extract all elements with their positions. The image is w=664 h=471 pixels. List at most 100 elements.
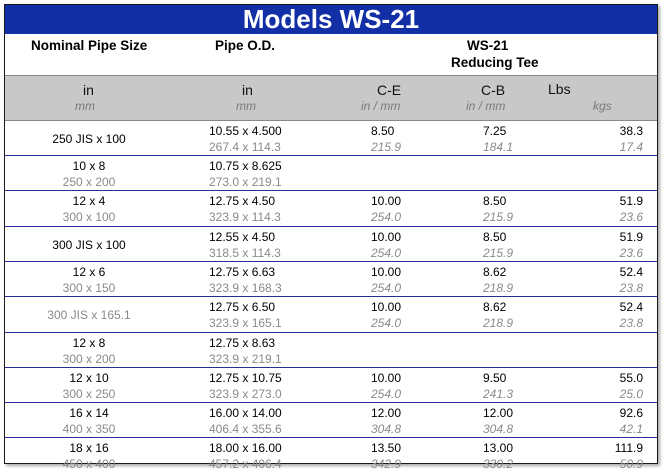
cell-cb-in: 9.50	[483, 371, 507, 385]
cell-kgs: 42.1	[619, 422, 643, 436]
table-row: 250 JIS x 100 10.55 x 4.500 267.4 x 114.3 8…	[5, 121, 657, 156]
cell-od-mm: 273.0 x 219.1	[209, 175, 282, 189]
cell-size-in: 10 x 8	[72, 159, 106, 173]
cell-kgs: 23.6	[619, 246, 643, 260]
unit-ce: C-E	[377, 82, 402, 98]
cell-cb-in: 8.50	[483, 194, 507, 208]
cell-size-mm: 250 x 200	[62, 175, 116, 189]
cell-od-in: 12.75 x 6.50	[209, 300, 276, 314]
cell-od-in: 12.55 x 4.50	[209, 230, 276, 244]
table-row: 300 JIS x 100 12.55 x 4.50 318.5 x 114.3 10…	[5, 227, 657, 262]
specification-table: Models WS-21 Nominal Pipe Size Pipe O.D.…	[4, 4, 658, 471]
cell-size-in: 300 JIS x 100	[52, 238, 126, 252]
cell-size-mm: 300 x 200	[62, 352, 116, 366]
cell-cb-in: 8.50	[483, 230, 507, 244]
header-pipe-od: Pipe O.D.	[215, 38, 276, 53]
cell-ce-in: 10.00	[371, 371, 402, 385]
cell-size-in: 12 x 4	[72, 194, 106, 208]
unit-od-mm: mm	[236, 99, 256, 113]
cell-kgs: 17.4	[619, 140, 643, 154]
cell-size-mm: 300 JIS x 165.1	[47, 308, 131, 322]
cell-od-mm: 323.9 x 114.3	[209, 210, 281, 224]
cell-kgs: 23.8	[619, 281, 643, 295]
cell-size-mm: 450 x 400	[62, 457, 116, 471]
cell-cb-in: 8.62	[483, 265, 507, 279]
table-row: 300 JIS x 165.1 12.75 x 6.50 323.9 x 165.1…	[5, 297, 657, 333]
cell-cb-in: 13.00	[483, 441, 514, 455]
cell-cb-mm: 218.9	[483, 281, 514, 295]
cell-lbs: 51.9	[619, 194, 643, 208]
cell-od-in: 18.00 x 16.00	[209, 441, 282, 455]
cell-size-in: 12 x 6	[72, 265, 106, 279]
cell-kgs: 23.8	[619, 316, 643, 330]
cell-lbs: 111.9	[614, 441, 643, 455]
cell-od-mm: 267.4 x 114.3	[209, 140, 281, 154]
cell-cb-mm: 304.8	[483, 422, 514, 436]
unit-weight-sub: kgs	[593, 99, 612, 113]
cell-ce-mm: 254.0	[371, 316, 402, 330]
cell-od-mm: 323.9 x 165.1	[209, 316, 282, 330]
unit-weight: Lbs	[548, 81, 571, 97]
table-title: Models WS-21	[5, 5, 657, 34]
cell-lbs: 51.9	[619, 230, 643, 244]
table-row: 12 x 10 300 x 250 12.75 x 10.75 323.9 x 273…	[5, 368, 657, 403]
cell-cb-in: 12.00	[483, 406, 514, 420]
cell-cb-in: 7.25	[483, 124, 507, 138]
cell-od-in: 16.00 x 14.00	[209, 406, 282, 420]
cell-size-mm: 300 x 150	[62, 281, 116, 295]
cell-cb-mm: 215.9	[483, 210, 514, 224]
cell-ce-mm: 254.0	[371, 281, 402, 295]
cell-ce-in: 10.00	[371, 194, 402, 208]
unit-cb-sub: in / mm	[466, 99, 506, 113]
cell-size-in: 18 x 16	[69, 441, 109, 455]
cell-size-in: 16 x 14	[69, 406, 109, 420]
cell-od-in: 12.75 x 10.75	[209, 371, 282, 385]
cell-size-mm: 300 x 100	[62, 210, 116, 224]
cell-cb-mm: 241.3	[483, 387, 514, 401]
cell-od-in: 10.75 x 8.625	[209, 159, 282, 173]
cell-lbs: 52.4	[619, 265, 643, 279]
cell-od-in: 12.75 x 6.63	[209, 265, 276, 279]
unit-size-in: in	[83, 82, 94, 98]
cell-od-mm: 318.5 x 114.3	[209, 246, 281, 260]
table-row: 12 x 8 300 x 200 12.75 x 8.63 323.9 x 219.1	[5, 333, 657, 368]
cell-lbs: 92.6	[619, 406, 643, 420]
cell-ce-mm: 215.9	[371, 140, 402, 154]
cell-ce-in: 10.00	[371, 265, 402, 279]
table-row: 12 x 4 300 x 100 12.75 x 4.50 323.9 x 114.3…	[5, 191, 657, 227]
table-row: 16 x 14 400 x 350 16.00 x 14.00 406.4 x 355…	[5, 403, 657, 438]
cell-lbs: 52.4	[619, 300, 643, 314]
table-row: 12 x 6 300 x 150 12.75 x 6.63 323.9 x 168.3…	[5, 262, 657, 297]
cell-lbs: 55.0	[619, 371, 643, 385]
cell-ce-in: 12.00	[371, 406, 402, 420]
cell-ce-mm: 304.8	[371, 422, 402, 436]
cell-cb-mm: 330.2	[483, 457, 514, 471]
cell-kgs: 25.0	[619, 387, 643, 401]
units-band: in mm in mm C-E in / mm C-B in / mm Lbs …	[5, 75, 657, 121]
header-type: Reducing Tee	[451, 55, 539, 70]
cell-ce-in: 13.50	[371, 441, 402, 455]
cell-size-mm: 300 x 250	[62, 387, 116, 401]
cell-size-in: 250 JIS x 100	[52, 132, 126, 146]
cell-ce-in: 8.50	[371, 124, 395, 138]
cell-od-in: 12.75 x 8.63	[209, 336, 276, 350]
unit-cb: C-B	[481, 82, 506, 98]
cell-od-in: 12.75 x 4.50	[209, 194, 276, 208]
cell-od-in: 10.55 x 4.500	[209, 124, 282, 138]
cell-kgs: 50.9	[619, 457, 643, 471]
cell-od-mm: 406.4 x 355.6	[209, 422, 282, 436]
cell-od-mm: 323.9 x 219.1	[209, 352, 282, 366]
cell-ce-mm: 254.0	[371, 246, 402, 260]
cell-size-in: 12 x 10	[69, 371, 109, 385]
cell-ce-mm: 254.0	[371, 387, 402, 401]
cell-ce-in: 10.00	[371, 300, 402, 314]
cell-ce-mm: 342.9	[371, 457, 402, 471]
table-row: 18 x 16 450 x 400 18.00 x 16.00 457.2 x 406…	[5, 438, 657, 471]
unit-size-mm: mm	[75, 99, 95, 113]
cell-od-mm: 323.9 x 168.3	[209, 281, 282, 295]
cell-cb-mm: 218.9	[483, 316, 514, 330]
cell-ce-mm: 254.0	[371, 210, 402, 224]
cell-od-mm: 323.9 x 273.0	[209, 387, 282, 401]
cell-cb-mm: 215.9	[483, 246, 514, 260]
cell-size-in: 12 x 8	[72, 336, 106, 350]
